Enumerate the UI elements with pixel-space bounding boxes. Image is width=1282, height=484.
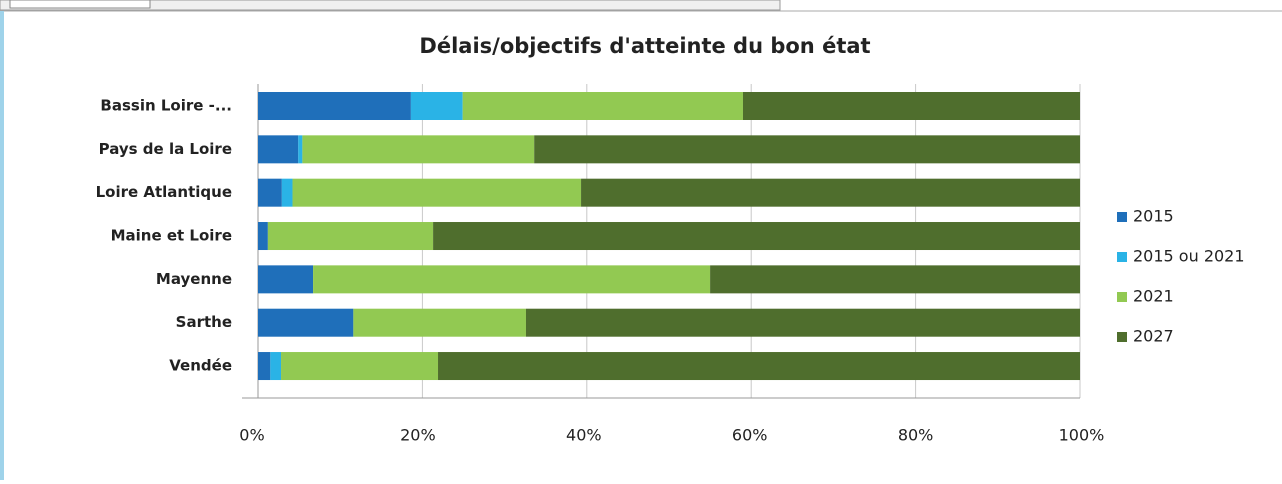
x-tick-label: 40% xyxy=(566,426,602,445)
bar-segment xyxy=(353,308,526,337)
bar-segment xyxy=(534,135,1080,164)
legend-swatch xyxy=(1117,332,1127,342)
x-tick-label: 80% xyxy=(898,426,934,445)
toolbar xyxy=(0,0,781,11)
legend-swatch xyxy=(1117,212,1127,222)
x-tick-label: 0% xyxy=(239,426,264,445)
y-tick-label: Maine et Loire xyxy=(111,227,232,245)
y-tick-label: Sarthe xyxy=(176,313,232,331)
bar-segment xyxy=(525,308,1080,337)
bar-segment xyxy=(258,352,271,381)
bar-segment xyxy=(581,178,1080,207)
y-tick-label: Pays de la Loire xyxy=(99,140,232,158)
bar-segment xyxy=(281,352,439,381)
bar-segment xyxy=(298,135,303,164)
bar-segment xyxy=(258,135,299,164)
bar-segment xyxy=(258,178,282,207)
y-tick-label: Bassin Loire -... xyxy=(100,97,232,115)
bar-segment xyxy=(267,222,434,251)
legend-swatch xyxy=(1117,292,1127,302)
bar-segment xyxy=(281,178,293,207)
bar-segment xyxy=(302,135,535,164)
y-tick-label: Vendée xyxy=(169,357,232,375)
legend-label: 2015 ou 2021 xyxy=(1133,247,1245,266)
bar-segment xyxy=(438,352,1080,381)
bar-segment xyxy=(313,265,711,294)
legend-label: 2015 xyxy=(1133,207,1174,226)
bar-segment xyxy=(292,178,582,207)
x-tick-label: 60% xyxy=(732,426,768,445)
y-tick-label: Loire Atlantique xyxy=(96,183,232,201)
bar-segment xyxy=(270,352,282,381)
bar-segment xyxy=(258,92,411,120)
legend-label: 2027 xyxy=(1133,327,1174,346)
bar-segment xyxy=(410,92,463,120)
legend-label: 2021 xyxy=(1133,287,1174,306)
bar-segment xyxy=(258,222,268,251)
chart-title: Délais/objectifs d'atteinte du bon état xyxy=(419,34,870,58)
bar-segment xyxy=(710,265,1080,294)
legend-swatch xyxy=(1117,252,1127,262)
bar-segment xyxy=(742,92,1080,120)
x-tick-label: 100% xyxy=(1059,426,1105,445)
bar-segment xyxy=(258,265,314,294)
bar-segment xyxy=(462,92,743,120)
input-box[interactable] xyxy=(9,0,151,9)
left-border xyxy=(0,11,4,480)
y-tick-label: Mayenne xyxy=(156,270,232,288)
bar-segment xyxy=(433,222,1080,251)
x-tick-label: 20% xyxy=(400,426,436,445)
bar-segment xyxy=(258,308,354,337)
